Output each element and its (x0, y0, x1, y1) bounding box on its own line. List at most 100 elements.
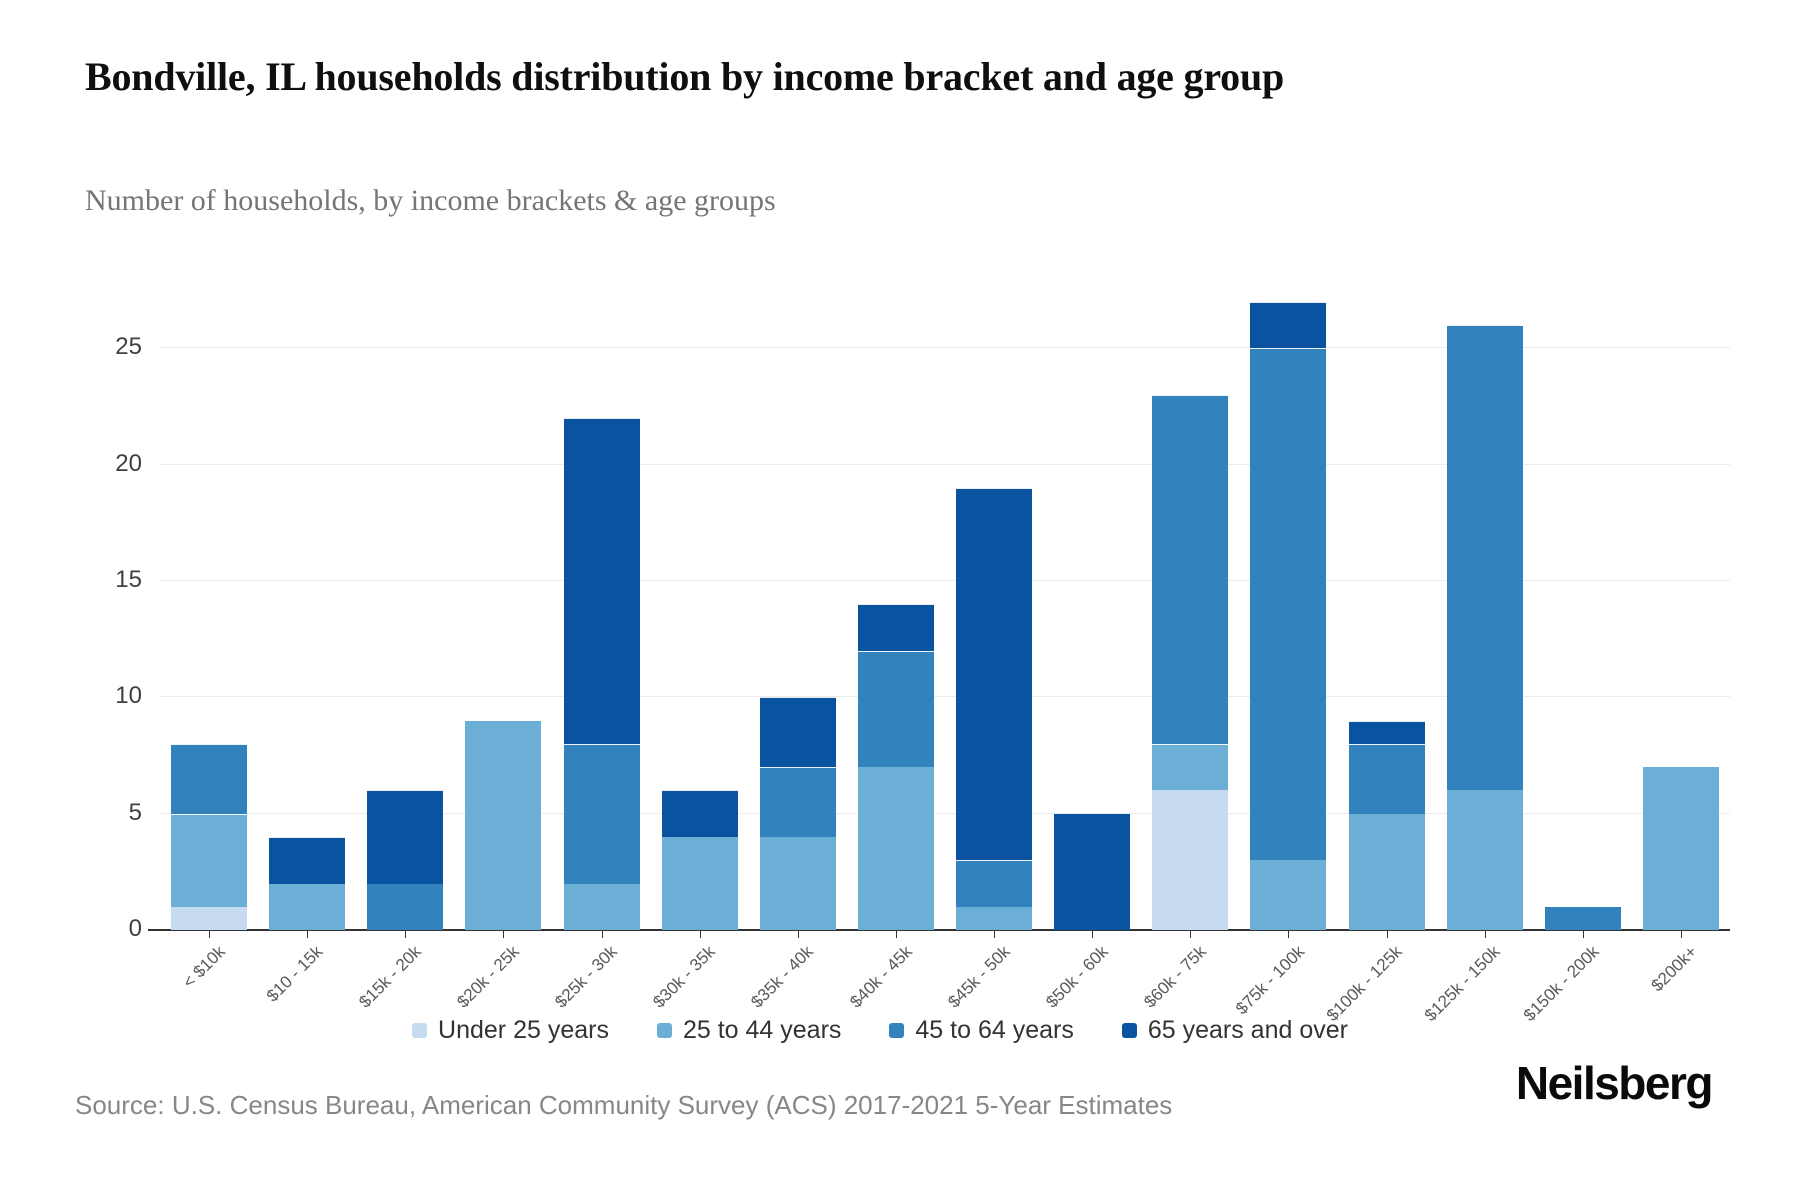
x-axis-tick-label: $125k - 150k (1421, 942, 1505, 1025)
x-axis-tick (307, 931, 309, 938)
legend-label: 65 years and over (1147, 1016, 1348, 1044)
bar-segment[interactable] (857, 650, 934, 768)
x-axis-tick-label: < $10k (178, 942, 229, 992)
gridline-y15 (160, 579, 1730, 581)
x-axis-tick-label: $35k - 40k (747, 942, 818, 1012)
x-axis-tick-label: $30k - 35k (649, 942, 720, 1012)
x-axis-tick (1386, 931, 1388, 938)
bar-segment[interactable] (465, 720, 542, 930)
bar-segment[interactable] (759, 697, 836, 768)
stacked-bar-chart-plot-area: 0 5 10 15 20 25 < $10k $10 - 15k $15k - 20k $20k … (115, 290, 1730, 1025)
x-axis-tick-label: $150k - 200k (1519, 942, 1603, 1025)
bar-35k-40k (759, 697, 836, 930)
bar-segment[interactable] (269, 837, 346, 884)
x-axis-tick (699, 931, 701, 938)
gridline-y20 (160, 463, 1730, 465)
bar-75k-100k (1250, 301, 1327, 930)
x-axis-tick (405, 931, 407, 938)
bar-segment[interactable] (1250, 860, 1327, 930)
bar-segment[interactable] (1642, 767, 1719, 930)
x-axis-line (148, 929, 1730, 931)
bar-40k-45k (857, 604, 934, 930)
x-axis-tick (895, 931, 897, 938)
legend-item[interactable]: 25 to 44 years (656, 1016, 842, 1045)
bar-segment[interactable] (1348, 720, 1425, 744)
bar-segment[interactable] (956, 860, 1033, 907)
bar-segment[interactable] (759, 836, 836, 930)
bar-segment[interactable] (661, 836, 738, 930)
bar-segment[interactable] (269, 883, 346, 930)
chart-legend: Under 25 years 25 to 44 years 45 to 64 yea… (0, 1016, 1760, 1045)
bar-10-15k (269, 837, 346, 930)
bar-segment[interactable] (857, 767, 934, 930)
bar-segment[interactable] (1250, 348, 1327, 861)
bar-segment[interactable] (1446, 790, 1523, 930)
bar-segment[interactable] (1054, 813, 1131, 930)
gridline-y10 (160, 696, 1730, 698)
bar-segment[interactable] (759, 767, 836, 837)
legend-swatch-icon (1121, 1023, 1137, 1038)
legend-swatch-icon (412, 1023, 428, 1038)
y-axis-tick-label: 25 (115, 333, 142, 361)
chart-subtitle: Number of households, by income brackets… (85, 184, 776, 217)
x-axis-tick-label: $25k - 30k (551, 942, 621, 1012)
bar-segment[interactable] (171, 743, 248, 814)
bar-45k-50k (956, 487, 1033, 930)
x-axis-tick-label: $45k - 50k (943, 942, 1014, 1012)
legend-item[interactable]: Under 25 years (412, 1016, 609, 1045)
bar-segment[interactable] (1250, 301, 1327, 349)
bar-segment[interactable] (1152, 394, 1229, 744)
x-axis-tick-label: $15k - 20k (355, 942, 425, 1012)
bar-segment[interactable] (563, 743, 640, 884)
x-axis-tick (1288, 931, 1290, 938)
legend-label: 25 to 44 years (682, 1016, 842, 1044)
x-axis-tick-label: $20k - 25k (453, 942, 523, 1012)
bar-segment[interactable] (171, 906, 248, 930)
y-axis-tick-label: 10 (115, 682, 142, 710)
bar-10k (171, 743, 248, 930)
bar-segment[interactable] (1152, 790, 1229, 930)
bar-segment[interactable] (171, 813, 248, 907)
bar-segment[interactable] (367, 790, 444, 884)
x-axis-tick (503, 931, 505, 938)
bar-segment[interactable] (1446, 324, 1523, 791)
bar-segment[interactable] (1348, 813, 1425, 930)
bar-segment[interactable] (956, 487, 1033, 861)
bar-200k (1642, 767, 1719, 930)
bar-30k-35k (661, 790, 738, 930)
bar-segment[interactable] (563, 883, 640, 930)
x-axis-tick (1484, 931, 1486, 938)
x-axis-tick (797, 931, 799, 938)
x-axis-tick-label: $50k - 60k (1042, 942, 1112, 1012)
bar-segment[interactable] (956, 906, 1033, 930)
x-axis-tick-label: $60k - 75k (1140, 942, 1210, 1012)
x-axis-tick-label: $75k - 100k (1231, 942, 1308, 1019)
bar-125k-150k (1446, 324, 1523, 930)
legend-swatch-icon (889, 1023, 905, 1038)
legend-swatch-icon (656, 1023, 672, 1038)
bar-segment[interactable] (1544, 906, 1621, 930)
bar-segment[interactable] (367, 883, 444, 930)
neilsberg-logo: Neilsberg (1515, 1057, 1714, 1109)
bar-segment[interactable] (563, 418, 640, 744)
bar-segment[interactable] (1348, 743, 1425, 814)
bar-segment[interactable] (661, 790, 738, 837)
x-axis-tick-label: $10 - 15k (263, 942, 327, 1006)
legend-item[interactable]: 45 to 64 years (889, 1016, 1074, 1045)
legend-label: 45 to 64 years (915, 1016, 1074, 1044)
legend-label: Under 25 years (438, 1016, 609, 1044)
y-axis-tick-label: 20 (115, 449, 142, 477)
source-attribution: Source: U.S. Census Bureau, American Com… (75, 1090, 1173, 1120)
x-axis-tick-label: $40k - 45k (845, 942, 916, 1012)
bar-segment[interactable] (857, 604, 934, 651)
bar-60k-75k (1152, 394, 1229, 930)
x-axis-tick (601, 931, 603, 938)
y-axis-tick-label: 5 (128, 798, 142, 826)
bar-20k-25k (465, 720, 542, 930)
bar-segment[interactable] (1152, 743, 1229, 791)
y-axis-tick-label: 15 (115, 565, 142, 593)
legend-item[interactable]: 65 years and over (1121, 1016, 1348, 1045)
chart-title: Bondville, IL households distribution by… (85, 54, 1285, 99)
bar-50k-60k (1054, 813, 1131, 930)
